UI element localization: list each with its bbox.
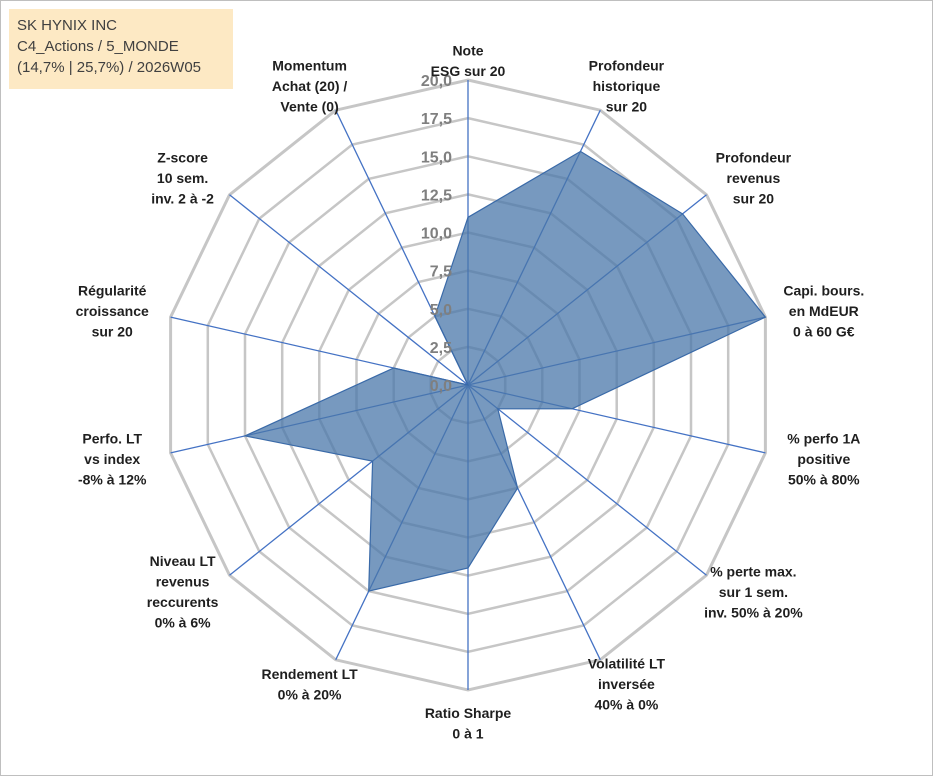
spoke-12 bbox=[229, 194, 469, 386]
axis-label-12: Z-score 10 sem. inv. 2 à -2 bbox=[151, 150, 214, 207]
tick-labels: 0,0 2,5 5,0 7,5 10,0 12,5 15,0 17,5 20,0 bbox=[421, 73, 452, 395]
axis-label-7: Ratio Sharpe 0 à 1 bbox=[425, 705, 512, 742]
axis-label-2: Profondeur revenus sur 20 bbox=[716, 150, 792, 207]
company-name: SK HYNIX INC bbox=[17, 17, 118, 34]
tick-label-5: 12,5 bbox=[421, 187, 452, 204]
axis-labels: Note ESG sur 20 Profondeur historique sur 20… bbox=[76, 43, 865, 742]
tick-label-0: 0,0 bbox=[430, 378, 452, 395]
axis-label-10: Perfo. LT vs index -8% à 12% bbox=[78, 430, 147, 487]
tick-label-3: 7,5 bbox=[430, 264, 452, 281]
tick-label-1: 2,5 bbox=[430, 340, 452, 357]
axis-label-5: % perte max. sur 1 sem. inv. 50% à 20% bbox=[704, 564, 803, 621]
stats-label: (14,7% | 25,7%) / 2026W05 bbox=[17, 59, 201, 76]
tick-label-8: 20,0 bbox=[421, 73, 452, 90]
tick-label-2: 5,0 bbox=[430, 302, 452, 319]
axis-label-9: Niveau LT revenus reccurents 0% à 6% bbox=[147, 553, 219, 631]
tick-label-7: 17,5 bbox=[421, 111, 452, 128]
category-label: C4_Actions / 5_MONDE bbox=[17, 38, 179, 55]
series-area bbox=[243, 150, 767, 592]
info-box: SK HYNIX INC C4_Actions / 5_MONDE (14,7%… bbox=[9, 9, 233, 89]
axis-label-13: Momentum Achat (20) / Vente (0) bbox=[272, 57, 348, 114]
spoke-5 bbox=[467, 384, 707, 576]
tick-label-4: 10,0 bbox=[421, 226, 452, 243]
axis-label-0: Note ESG sur 20 bbox=[431, 43, 506, 80]
axis-label-11: Régularité croissance sur 20 bbox=[76, 283, 149, 340]
axis-label-6: Volatilité LT inversée 40% à 0% bbox=[588, 656, 666, 713]
axis-label-8: Rendement LT 0% à 20% bbox=[261, 666, 358, 703]
tick-label-6: 15,0 bbox=[421, 149, 452, 166]
axis-label-3: Capi. bours. en MdEUR 0 à 60 G€ bbox=[783, 283, 864, 340]
axis-label-1: Profondeur historique sur 20 bbox=[589, 57, 665, 114]
data-series bbox=[243, 150, 767, 592]
axis-label-4: % perfo 1A positive 50% à 80% bbox=[787, 430, 860, 487]
